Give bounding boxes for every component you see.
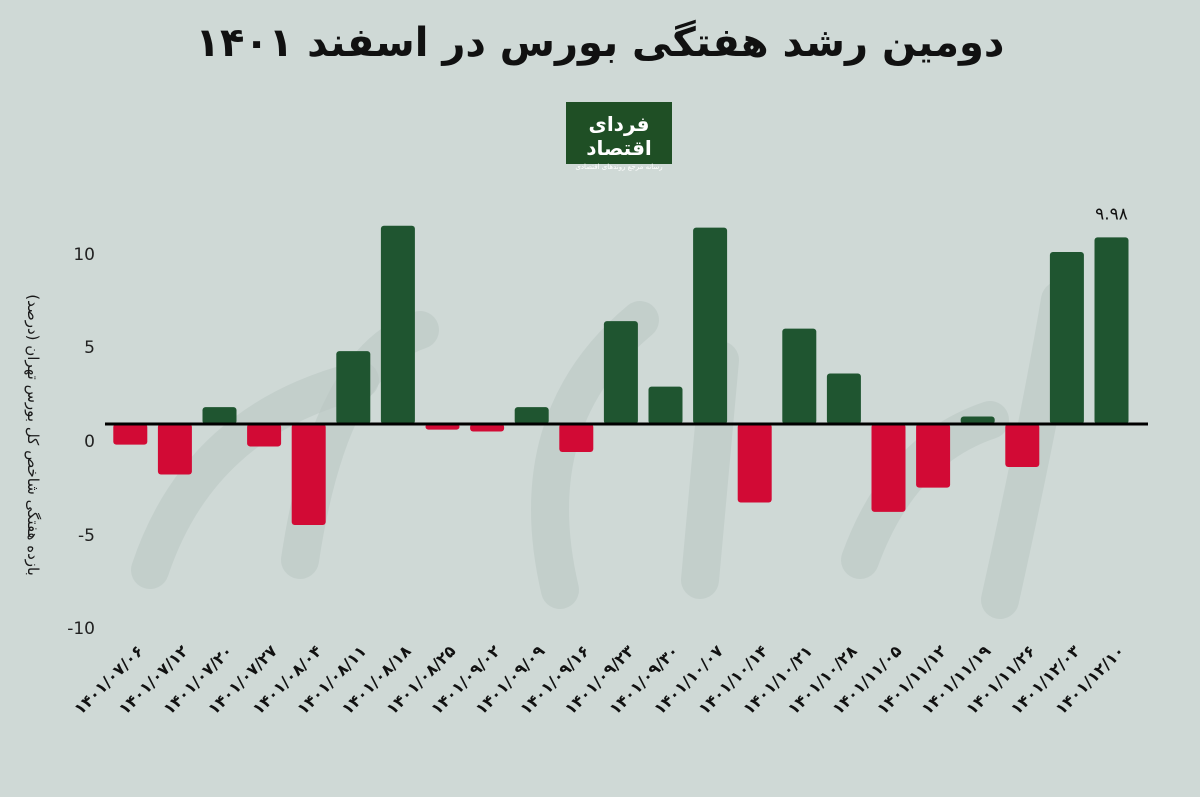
- bar: [603, 321, 638, 424]
- bar: [247, 424, 282, 447]
- bar: [202, 407, 237, 424]
- annotations: ۹.۹۸: [1095, 204, 1128, 224]
- data-label: ۹.۹۸: [1095, 204, 1128, 224]
- bar: [336, 351, 371, 424]
- bar: [1049, 251, 1084, 424]
- bar: [782, 328, 817, 424]
- y-tick-label: 0: [84, 432, 95, 452]
- bar: [157, 424, 192, 475]
- y-tick-label: 5: [84, 338, 95, 358]
- logo-tagline: رسانه مرجع روندهای اقتصادی: [575, 163, 663, 171]
- bar: [514, 407, 549, 424]
- y-axis-ticks: 10 5 0 -5 -10: [67, 245, 95, 639]
- watermark-stroke: [841, 401, 1009, 579]
- bar: [559, 424, 594, 453]
- chart-title: دومین رشد هفتگی بورس در اسفند ۱۴۰۱: [195, 20, 1005, 66]
- bars: [113, 225, 1129, 525]
- x-axis-ticks: ۱۴۰۱/۰۷/۰۶۱۴۰۱/۰۷/۱۲۱۴۰۱/۰۷/۲۰۱۴۰۱/۰۷/۲۷…: [70, 641, 1128, 718]
- logo-name: فردای اقتصاد: [586, 112, 652, 160]
- bar: [737, 424, 772, 503]
- bar: [648, 386, 683, 424]
- brand-logo: فردای اقتصاد رسانه مرجع روندهای اقتصادی: [566, 102, 672, 171]
- y-tick-label: -5: [78, 526, 95, 546]
- bar: [871, 424, 906, 512]
- y-tick-label: 10: [73, 245, 95, 265]
- bar: [113, 424, 148, 445]
- bar: [470, 424, 505, 432]
- bar: [826, 373, 861, 424]
- bar: [1005, 424, 1040, 468]
- bar: [693, 227, 728, 424]
- bar: [291, 424, 326, 525]
- bar: [916, 424, 951, 488]
- y-tick-label: -10: [67, 619, 95, 639]
- bar: [380, 225, 415, 424]
- watermark-stroke: [131, 361, 379, 589]
- bar: [960, 416, 995, 424]
- bar: [1094, 237, 1129, 424]
